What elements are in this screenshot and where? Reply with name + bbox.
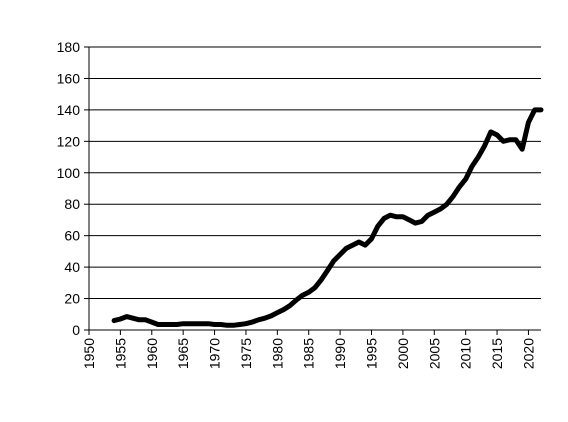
series-layer: [111, 107, 544, 328]
gridlines: [89, 46, 541, 300]
x-tick-label-2020: 2020: [520, 338, 536, 369]
y-tick-label-100: 100: [57, 165, 81, 181]
y-tick-label-180: 180: [57, 39, 81, 55]
y-tick-label-60: 60: [64, 228, 80, 244]
x-tick-label-1975: 1975: [238, 338, 254, 369]
y-tick-label-120: 120: [57, 133, 81, 149]
x-tick-label-1955: 1955: [112, 338, 128, 369]
y-axis-ticks: 0 20 40 60 80 100 120 140 160 180: [57, 39, 89, 338]
x-tick-label-2010: 2010: [458, 338, 474, 369]
y-tick-label-160: 160: [57, 70, 81, 86]
x-tick-label-1985: 1985: [301, 338, 317, 369]
x-tick-label-1950: 1950: [81, 338, 97, 369]
series-line-0: [111, 107, 544, 328]
x-tick-label-1995: 1995: [364, 338, 380, 369]
x-tick-label-1970: 1970: [207, 338, 223, 369]
y-tick-label-80: 80: [64, 196, 80, 212]
x-tick-label-1965: 1965: [175, 338, 191, 369]
y-tick-label-40: 40: [64, 259, 80, 275]
x-tick-label-1990: 1990: [332, 338, 348, 369]
x-tick-label-1980: 1980: [269, 338, 285, 369]
x-tick-label-1960: 1960: [144, 338, 160, 369]
y-tick-label-20: 20: [64, 291, 80, 307]
x-tick-label-2015: 2015: [489, 338, 505, 369]
y-tick-label-0: 0: [72, 322, 80, 338]
y-tick-label-140: 140: [57, 102, 81, 118]
x-tick-label-2005: 2005: [426, 338, 442, 369]
x-axis-ticks: 1950 1955 1960 1965 1970 1975 1980 1985 1990 1995…: [81, 330, 536, 369]
x-tick-label-2000: 2000: [395, 338, 411, 369]
